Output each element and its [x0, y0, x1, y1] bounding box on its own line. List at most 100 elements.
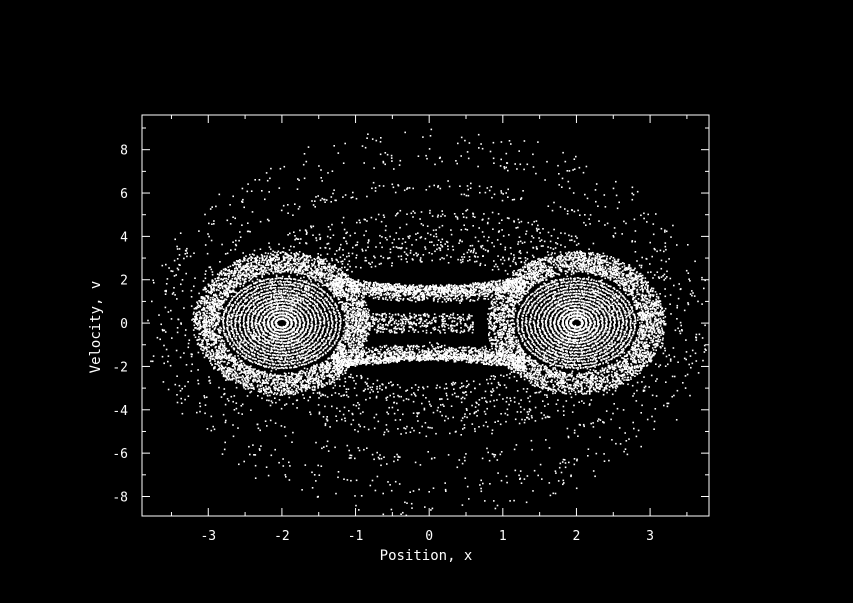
- data-point: [609, 316, 611, 318]
- data-point: [526, 347, 528, 349]
- data-point: [612, 291, 614, 293]
- data-point: [552, 337, 554, 339]
- data-point: [628, 302, 630, 304]
- data-point: [270, 354, 272, 356]
- data-point: [280, 309, 282, 311]
- data-point: [319, 321, 321, 323]
- data-point: [554, 283, 556, 285]
- data-point: [614, 327, 616, 329]
- data-point: [580, 367, 582, 369]
- data-point: [562, 289, 564, 291]
- data-point: [569, 303, 571, 305]
- data-point: [578, 296, 580, 298]
- data-point: [552, 360, 554, 362]
- data-point: [322, 306, 324, 308]
- data-point: [334, 342, 336, 344]
- data-point: [556, 361, 558, 363]
- data-point: [230, 324, 232, 326]
- data-point: [578, 339, 580, 341]
- data-point: [593, 292, 595, 294]
- data-point: [533, 343, 535, 345]
- data-point: [585, 311, 587, 313]
- data-point: [299, 345, 301, 347]
- data-point: [571, 360, 573, 362]
- data-point: [571, 342, 573, 344]
- data-point: [578, 318, 580, 320]
- data-point: [629, 316, 631, 318]
- data-point: [255, 359, 257, 361]
- data-point: [589, 285, 591, 287]
- data-point: [621, 300, 623, 302]
- data-point: [264, 286, 266, 288]
- data-point: [572, 336, 574, 338]
- data-point: [592, 363, 594, 365]
- data-point: [592, 310, 594, 312]
- data-point: [303, 324, 305, 326]
- data-point: [570, 355, 572, 357]
- data-point: [579, 284, 581, 286]
- data-point: [566, 291, 568, 293]
- data-point: [583, 287, 585, 289]
- data-point: [521, 336, 523, 338]
- data-point: [533, 353, 535, 355]
- data-point: [585, 334, 587, 336]
- data-point: [290, 291, 292, 293]
- data-point: [534, 291, 536, 293]
- data-point: [558, 290, 560, 292]
- data-point: [275, 291, 277, 293]
- data-point: [284, 284, 286, 286]
- data-point: [548, 313, 550, 315]
- data-point: [307, 300, 309, 302]
- data-point: [616, 300, 618, 302]
- data-point: [598, 323, 600, 325]
- data-point: [266, 309, 268, 311]
- data-point: [610, 321, 612, 323]
- data-point: [576, 299, 578, 301]
- data-point: [333, 307, 335, 309]
- data-point: [314, 301, 316, 303]
- data-point: [561, 342, 563, 344]
- data-point: [289, 291, 291, 293]
- data-point: [610, 323, 612, 325]
- data-point: [330, 340, 332, 342]
- data-point: [275, 361, 277, 363]
- data-point: [288, 355, 290, 357]
- data-point: [620, 342, 622, 344]
- data-point: [536, 299, 538, 301]
- data-point: [294, 347, 296, 349]
- data-point: [290, 354, 292, 356]
- data-point: [279, 333, 281, 335]
- data-point: [280, 352, 282, 354]
- data-point: [340, 320, 342, 322]
- data-point: [314, 347, 316, 349]
- data-point: [305, 332, 307, 334]
- data-point: [307, 310, 309, 312]
- data-point: [540, 305, 542, 307]
- data-point: [602, 358, 604, 360]
- data-point: [537, 343, 539, 345]
- data-point: [285, 339, 287, 341]
- data-point: [593, 318, 595, 320]
- data-point: [336, 322, 338, 324]
- data-point: [311, 291, 313, 293]
- data-point: [559, 292, 561, 294]
- data-point: [558, 359, 560, 361]
- data-point: [600, 315, 602, 317]
- data-point: [539, 301, 541, 303]
- data-point: [526, 329, 528, 331]
- data-point: [314, 383, 316, 385]
- data-point: [313, 338, 315, 340]
- data-point: [246, 358, 248, 360]
- data-point: [250, 357, 252, 359]
- data-point: [539, 350, 541, 352]
- data-point: [522, 324, 524, 326]
- data-point: [275, 354, 277, 356]
- data-point: [268, 363, 270, 365]
- data-point: [323, 316, 325, 318]
- data-point: [316, 334, 318, 336]
- data-point: [533, 321, 535, 323]
- data-point: [545, 299, 547, 301]
- data-point: [249, 311, 251, 313]
- data-point: [579, 342, 581, 344]
- data-point: [298, 296, 300, 298]
